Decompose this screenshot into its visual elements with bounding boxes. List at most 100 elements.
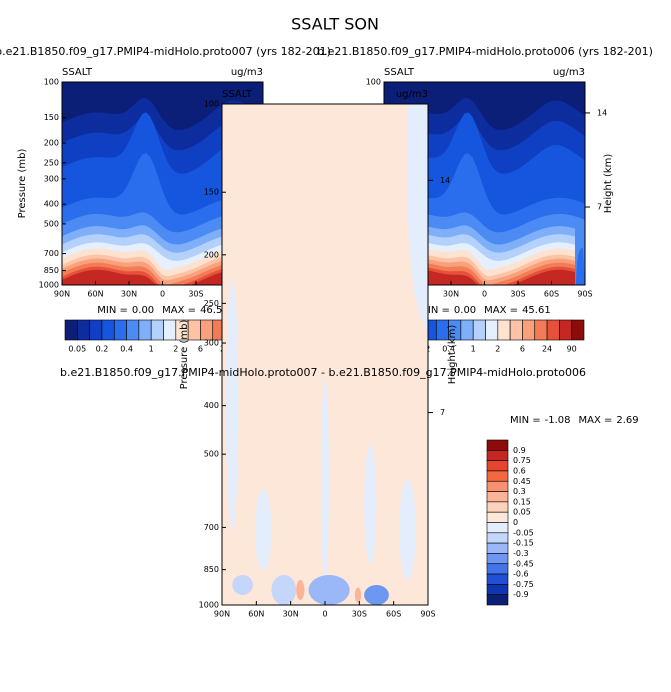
- colorbar-box: [472, 319, 486, 341]
- contour-fill: [364, 444, 377, 565]
- y-tick-label: 1000: [39, 281, 59, 290]
- contour-field: [222, 104, 428, 605]
- colorbar-box: [486, 522, 509, 534]
- x-tick-label: 30S: [352, 610, 367, 619]
- colorbar-box: [77, 319, 90, 341]
- colorbar-label: -0.05: [513, 528, 534, 537]
- y-tick-label: 500: [44, 219, 59, 228]
- x-tick-label: 90S: [577, 290, 592, 299]
- contour-fill: [296, 579, 305, 600]
- colorbar-label: 0.6: [513, 466, 526, 475]
- y-tick-label: 300: [204, 339, 219, 348]
- colorbar-box: [534, 319, 548, 341]
- colorbar-box: [89, 319, 103, 341]
- contour-fill: [226, 279, 239, 530]
- x-tick-label: 60N: [87, 290, 103, 299]
- x-tick-label: 30N: [283, 610, 299, 619]
- y-tick-label: 400: [204, 401, 219, 410]
- colorbar-box: [486, 460, 509, 472]
- colorbar-box: [486, 450, 509, 461]
- min-value: 0.00: [454, 305, 476, 316]
- colorbar-label: -0.6: [513, 570, 529, 579]
- y-tick-label: 700: [44, 249, 59, 258]
- y-tick-label: 250: [204, 299, 219, 308]
- max-value: 2.69: [616, 415, 638, 426]
- colorbar-box: [486, 501, 509, 513]
- colorbar-box: [113, 319, 127, 341]
- colorbar-box: [200, 319, 214, 341]
- panel-title: b.e21.B1850.f09_g17.PMIP4-midHolo.proto0…: [0, 45, 331, 58]
- contour-fill: [232, 574, 253, 595]
- contour-fill: [384, 269, 575, 285]
- variable-label: SSALT: [384, 67, 415, 78]
- colorbar-label: 0.4: [120, 345, 133, 354]
- y-axis-label: Pressure (mb): [179, 320, 190, 390]
- min-value: -1.08: [545, 415, 571, 426]
- contour-fill: [62, 269, 253, 285]
- contour-fill: [354, 587, 362, 603]
- colorbar-box: [486, 542, 509, 554]
- contour-fill: [399, 479, 416, 580]
- min-max-text: MIN = 0.00 MAX = 46.59: [97, 305, 228, 316]
- contour-field: [384, 82, 585, 285]
- units-label: ug/m3: [231, 67, 263, 78]
- x-tick-label: 0: [322, 610, 327, 619]
- colorbar-label: 0.15: [513, 497, 531, 506]
- y-tick-label: 150: [44, 113, 59, 122]
- colorbar-label: 0.2: [96, 345, 109, 354]
- y-tick-label: 500: [204, 450, 219, 459]
- y-tick-label: 100: [366, 78, 381, 87]
- colorbar-box: [486, 584, 509, 595]
- y-tick-label: 1000: [199, 601, 219, 610]
- x-tick-label: 60S: [386, 610, 401, 619]
- contour-fill: [406, 104, 428, 330]
- y2-tick-label: 7: [440, 408, 445, 417]
- variable-label: SSALT: [222, 89, 253, 100]
- max-value: 45.61: [522, 305, 551, 316]
- units-label: ug/m3: [553, 67, 585, 78]
- colorbar-box: [64, 319, 78, 341]
- colorbar-box: [486, 563, 509, 575]
- colorbar-box: [559, 319, 572, 341]
- colorbar-label: 6: [198, 345, 203, 354]
- y2-tick-label: 7: [597, 203, 602, 212]
- contour-fill: [308, 574, 350, 605]
- colorbar-box: [485, 319, 499, 341]
- colorbar-box: [546, 319, 560, 341]
- x-tick-label: 0: [482, 290, 487, 299]
- x-tick-label: 90N: [214, 610, 230, 619]
- colorbar-label: 1: [149, 345, 154, 354]
- y-tick-label: 400: [44, 200, 59, 209]
- colorbar-box: [509, 319, 523, 341]
- contour-fill: [254, 489, 272, 570]
- y-tick-label: 700: [204, 523, 219, 532]
- colorbar-box: [486, 439, 509, 451]
- min-value: 0.00: [132, 305, 154, 316]
- x-tick-label: 0: [160, 290, 165, 299]
- colorbar-label: 0.05: [68, 345, 86, 354]
- colorbar-box: [486, 511, 509, 523]
- x-tick-label: 90N: [54, 290, 70, 299]
- contour-fill: [320, 379, 330, 580]
- colorbar-label: 90: [567, 345, 577, 354]
- min-max-text: MIN = -1.08 MAX = 2.69: [510, 415, 639, 426]
- colorbar-label: 2: [495, 345, 500, 354]
- colorbar-box: [486, 573, 509, 585]
- colorbar-label: 1: [471, 345, 476, 354]
- colorbar-label: -0.3: [513, 549, 529, 558]
- x-tick-label: 30N: [443, 290, 459, 299]
- panel-title: b.e21.B1850.f09_g17.PMIP4-midHolo.proto0…: [317, 45, 653, 58]
- colorbar-label: -0.75: [513, 580, 534, 589]
- colorbar-box: [486, 470, 509, 482]
- colorbar-label: 0.75: [513, 456, 531, 465]
- colorbar-label: 24: [542, 345, 552, 354]
- y2-axis-label: Height (km): [603, 154, 614, 214]
- colorbar-label: -0.45: [513, 559, 534, 568]
- x-tick-label: 60S: [544, 290, 559, 299]
- colorbar-box: [486, 553, 509, 565]
- contour-fill: [364, 584, 389, 605]
- colorbar-box: [486, 480, 509, 492]
- y2-axis-label: Height (km): [447, 325, 458, 385]
- figure-title: SSALT SON: [291, 15, 379, 34]
